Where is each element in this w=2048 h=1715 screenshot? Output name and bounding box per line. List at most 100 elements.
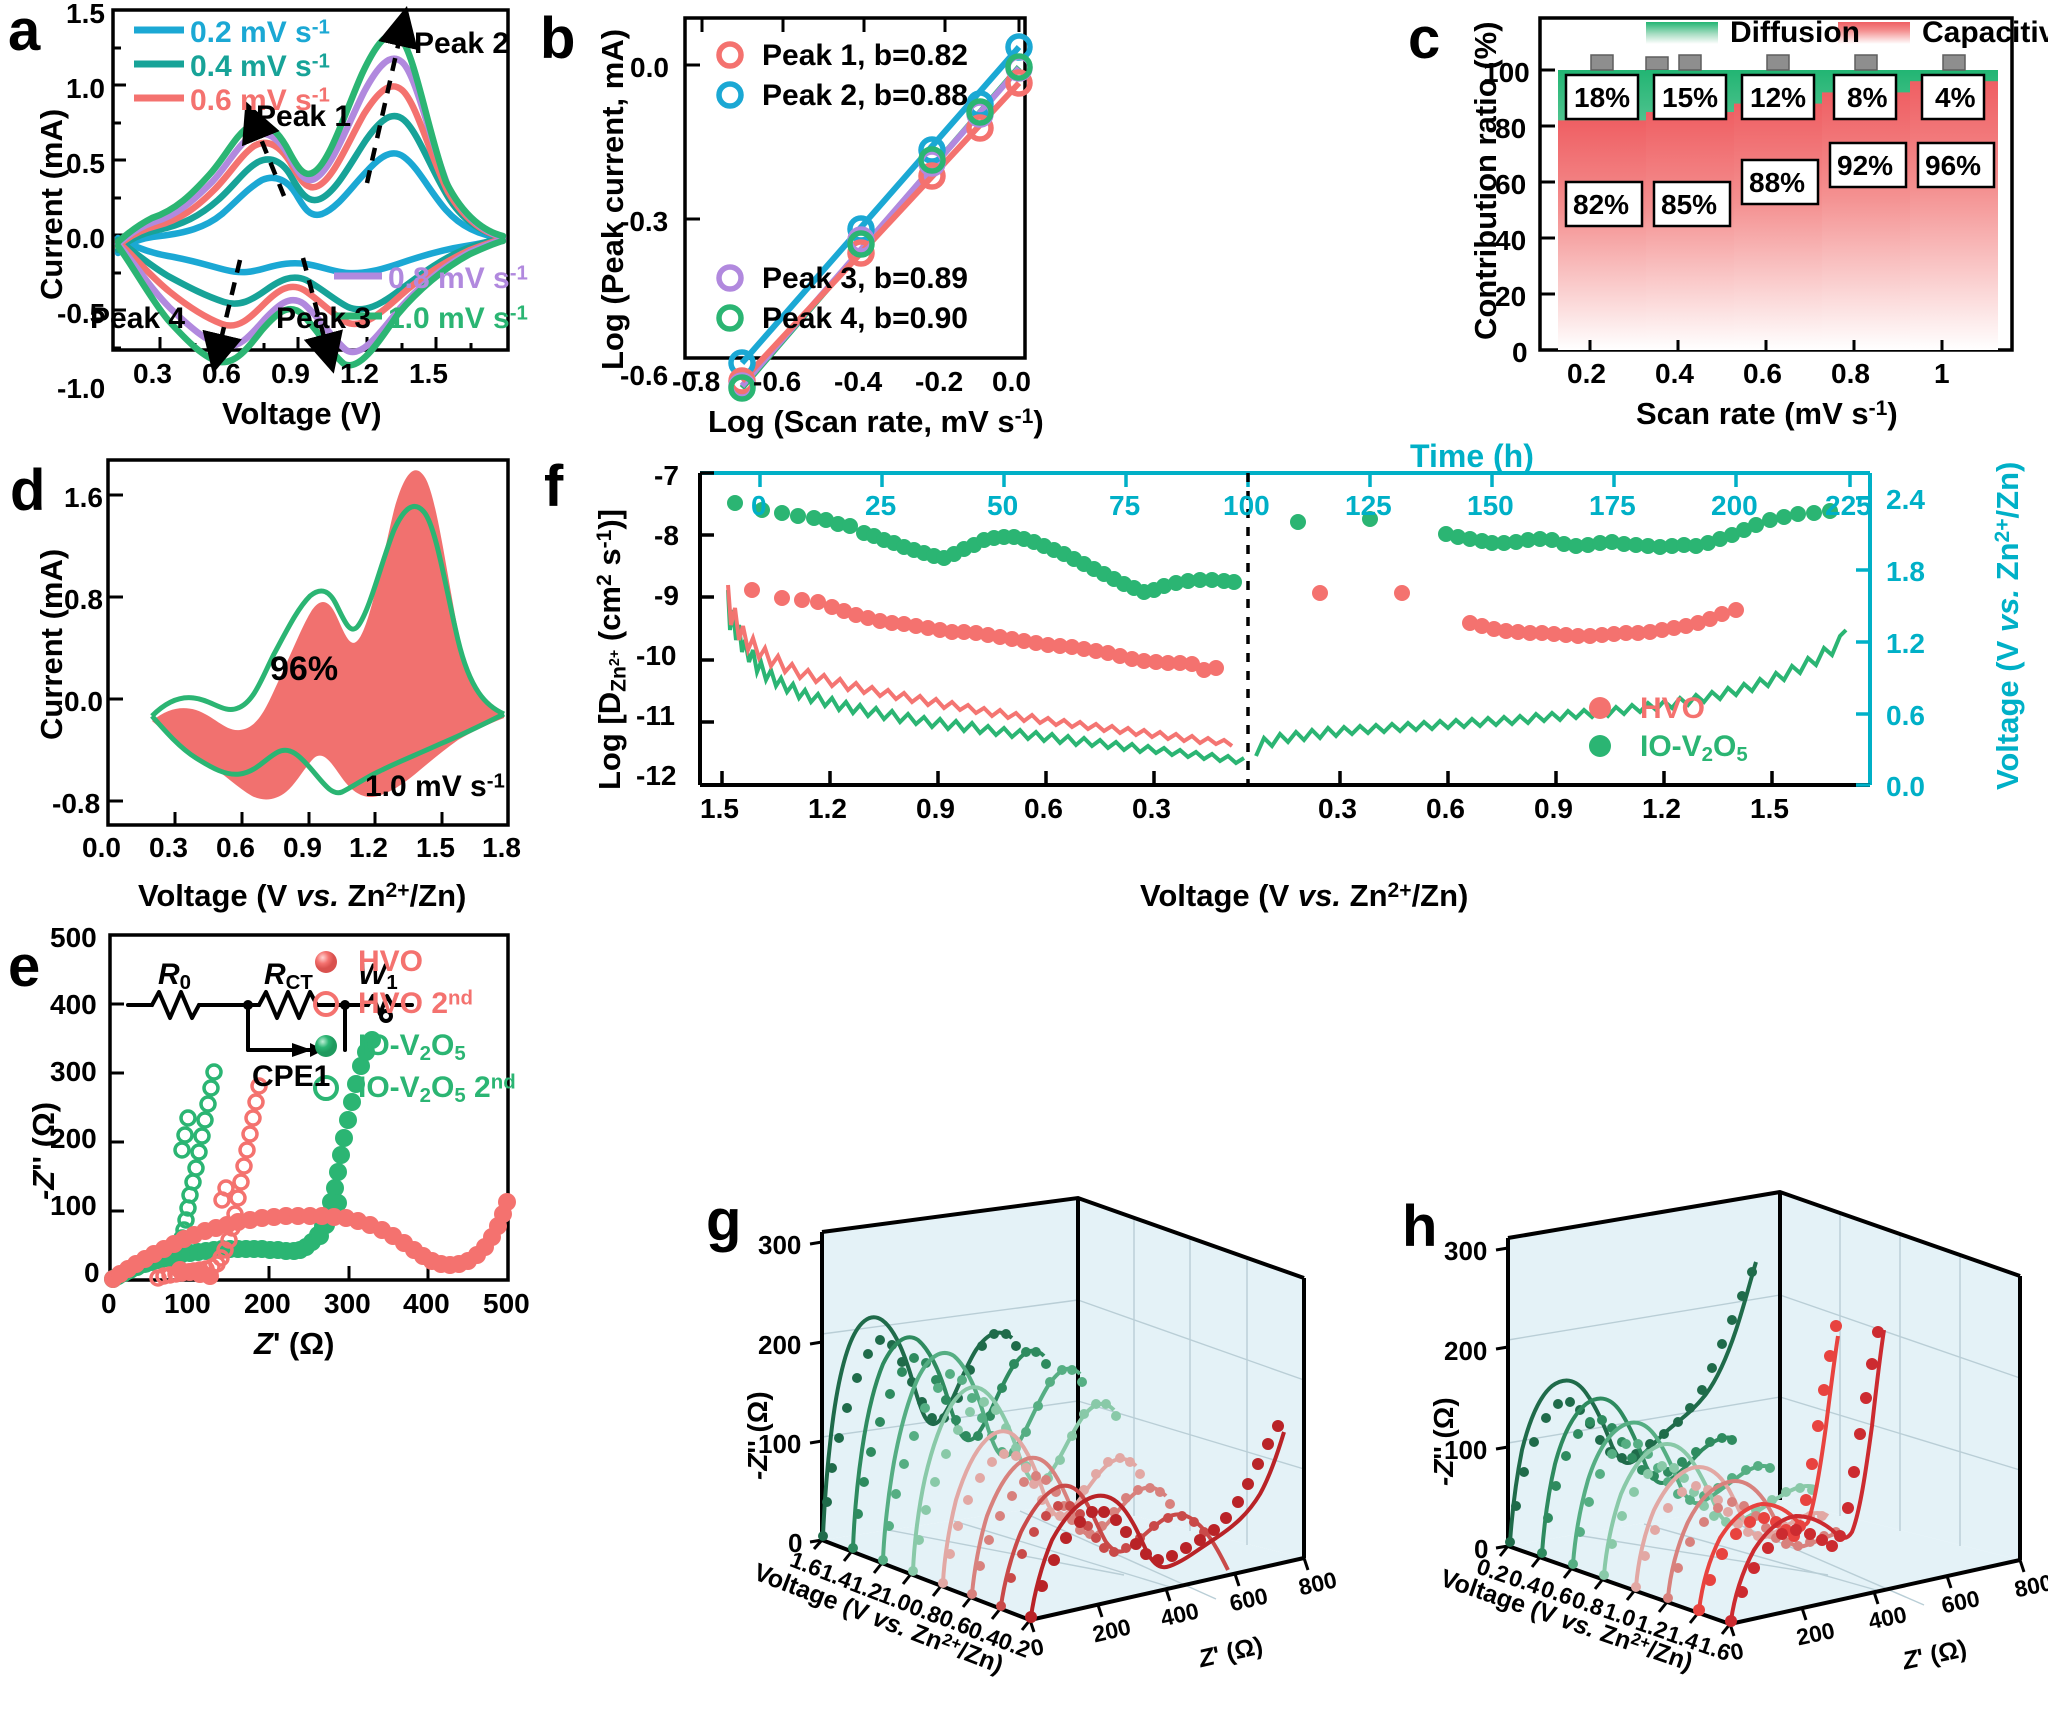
panel-c-legend-capacitive: Capacitive — [1922, 16, 2048, 49]
panel-c-capacitive-value-2: 88% — [1749, 167, 1806, 198]
panel-a: a 1.5 1.0 0.5 0.0 -0.5 -1.0 Current (mA) — [0, 0, 528, 431]
panel-c-capacitive-value-3: 92% — [1837, 150, 1894, 181]
panel-e-ytick-4: 100 — [50, 1190, 97, 1221]
panel-c-xtick-3: 0.8 — [1831, 358, 1870, 389]
panel-e-circuit-cpe1: CPE1 — [252, 1060, 331, 1093]
panel-b-label: b — [540, 6, 576, 71]
panel-a-legend-1: 0.4 mV s-1 — [190, 50, 330, 83]
panel-b-xlabel: Log (Scan rate, mV s-1) — [708, 404, 1044, 439]
panel-f-xtick-9: 1.5 — [1750, 793, 1789, 824]
panel-e-ytick-3: 200 — [50, 1123, 97, 1154]
panel-c: c 100 80 60 40 20 0 Contribution ratio (… — [1070, 0, 2048, 432]
panel-d-fill-label: 96% — [270, 650, 339, 688]
panel-f-righttick-0: 2.4 — [1886, 484, 1925, 515]
panel-f-xtick-4: 0.3 — [1132, 793, 1171, 824]
panel-b-legend-2: Peak 3, b=0.89 — [762, 262, 968, 295]
panel-e: e 500 400 300 200 100 0 -Z'' (Ω) — [0, 900, 530, 1400]
panel-f-toptick-8: 200 — [1711, 490, 1758, 521]
panel-f-righttick-1: 1.8 — [1886, 556, 1925, 587]
panel-c-ytick-0: 100 — [1483, 57, 1530, 88]
panel-f-toptick-1: 25 — [865, 490, 897, 521]
panel-e-xtick-2: 200 — [244, 1288, 291, 1319]
panel-a-label: a — [8, 0, 41, 63]
panel-h-ztick-0: 300 — [1444, 1236, 1488, 1266]
panel-f-toptick-6: 150 — [1467, 490, 1514, 521]
panel-a-legend-3: 0.8 mV s-1 — [388, 262, 528, 295]
panel-e-ytick-1: 400 — [50, 989, 97, 1020]
panel-b-legend-1: Peak 2, b=0.88 — [762, 79, 968, 112]
panel-a-xlabel: Voltage (V) — [222, 396, 382, 431]
panel-b-xtick-4: 0.0 — [992, 366, 1031, 397]
panel-e-ytick-2: 300 — [50, 1056, 97, 1087]
panel-f-toptick-7: 175 — [1589, 490, 1636, 521]
panel-e-xtick-0: 0 — [101, 1288, 117, 1319]
panel-a-legend-4: 1.0 mV s-1 — [388, 302, 528, 335]
panel-b-xtick-2: -0.4 — [834, 366, 883, 397]
panel-d-xtick-0: 0.0 — [82, 832, 121, 863]
panel-c-xtick-4: 1 — [1934, 358, 1950, 389]
panel-c-xtick-0: 0.2 — [1567, 358, 1606, 389]
panel-h-ztick-3: 0 — [1474, 1534, 1489, 1564]
panel-f-right-axis-label: Voltage (V vs. Zn2+/Zn) — [1990, 461, 2025, 790]
panel-h-zlabel: -Z'' (Ω) — [1428, 1397, 1459, 1486]
panel-f-ytick-4: -11 — [636, 700, 675, 731]
panel-e-legend-iov2o5: IO-V2O5 — [358, 1029, 466, 1066]
panel-f-righttick-3: 0.6 — [1886, 700, 1925, 731]
panel-f-ytick-5: -12 — [636, 760, 677, 791]
panel-f-ytick-2: -9 — [654, 580, 679, 611]
panel-f-xtick-3: 0.6 — [1024, 793, 1063, 824]
panel-e-xtick-3: 300 — [324, 1288, 371, 1319]
panel-b-xtick-0: -0.8 — [672, 366, 721, 397]
panel-d-xtick-6: 1.8 — [482, 832, 521, 863]
panel-g: g — [700, 1150, 1380, 1710]
panel-b-ytick-2: -0.6 — [620, 360, 669, 391]
panel-d-xtick-5: 1.5 — [416, 832, 455, 863]
panel-h-label: h — [1402, 1194, 1438, 1259]
panel-d-ytick-3: -0.8 — [52, 788, 101, 819]
panel-d-xlabel: Voltage (V vs. Zn2+/Zn) — [138, 878, 467, 913]
panel-c-capacitive-value-1: 85% — [1661, 189, 1718, 220]
panel-f-toptick-5: 125 — [1345, 490, 1392, 521]
panel-c-diffusion-value-4: 4% — [1935, 82, 1976, 113]
panel-d-xtick-4: 1.2 — [349, 832, 388, 863]
panel-g-ztick-0: 300 — [758, 1230, 802, 1260]
panel-d: d 1.6 0.8 0.0 -0.8 Current (mA) 96% 1.0 … — [0, 440, 530, 863]
panel-f-toptick-0: 0 — [751, 490, 767, 521]
panel-d-xtick-2: 0.6 — [216, 832, 255, 863]
panel-h-ztick-1: 200 — [1444, 1336, 1488, 1366]
panel-a-peak2-label: Peak 2 — [414, 27, 510, 60]
panel-c-diffusion-value-0: 18% — [1574, 82, 1631, 113]
panel-g-label: g — [706, 1188, 742, 1253]
panel-e-xlabel: Z' (Ω) — [254, 1326, 335, 1361]
panel-c-capacitive-value-0: 82% — [1573, 189, 1630, 220]
panel-f-xtick-2: 0.9 — [916, 793, 955, 824]
panel-d-ytick-1: 0.8 — [64, 584, 103, 615]
panel-c-ytick-5: 0 — [1512, 337, 1528, 368]
panel-e-circuit-w1: W1 — [358, 958, 398, 995]
panel-c-capacitive-value-4: 96% — [1925, 150, 1982, 181]
panel-a-ytick-5: -1.0 — [57, 373, 106, 404]
panel-e-ytick-5: 0 — [84, 1257, 100, 1288]
panel-c-diffusion-value-3: 8% — [1847, 82, 1888, 113]
panel-f-xtick-7: 0.9 — [1534, 793, 1573, 824]
panel-e-ytick-0: 500 — [50, 922, 97, 953]
panel-d-ytick-2: 0.0 — [64, 686, 103, 717]
panel-f-xtick-0: 1.5 — [700, 793, 739, 824]
panel-f-xlabel: Voltage (V vs. Zn2+/Zn) — [1140, 878, 1469, 913]
panel-d-xtick-3: 0.9 — [283, 832, 322, 863]
panel-c-ytick-2: 60 — [1495, 169, 1527, 200]
panel-a-ytick-3: 0.0 — [66, 223, 105, 254]
panel-f-xtick-5: 0.3 — [1318, 793, 1357, 824]
panel-a-legend-2: 0.6 mV s-1 — [190, 84, 330, 117]
panel-b-xtick-3: -0.2 — [915, 366, 964, 397]
panel-a-ytick-4: -0.5 — [57, 298, 106, 329]
panel-b-ytick-0: 0.0 — [630, 52, 669, 83]
panel-e-xtick-1: 100 — [164, 1288, 211, 1319]
panel-f-xtick-6: 0.6 — [1426, 793, 1465, 824]
panel-f-righttick-2: 1.2 — [1886, 628, 1925, 659]
panel-b-xtick-1: -0.6 — [753, 366, 802, 397]
panel-c-ytick-1: 80 — [1495, 113, 1527, 144]
panel-e-legend-hvo: HVO — [358, 945, 424, 978]
panel-c-xlabel: Scan rate (mV s-1) — [1636, 396, 1898, 431]
panel-e-circuit-r0: R0 — [158, 958, 192, 995]
